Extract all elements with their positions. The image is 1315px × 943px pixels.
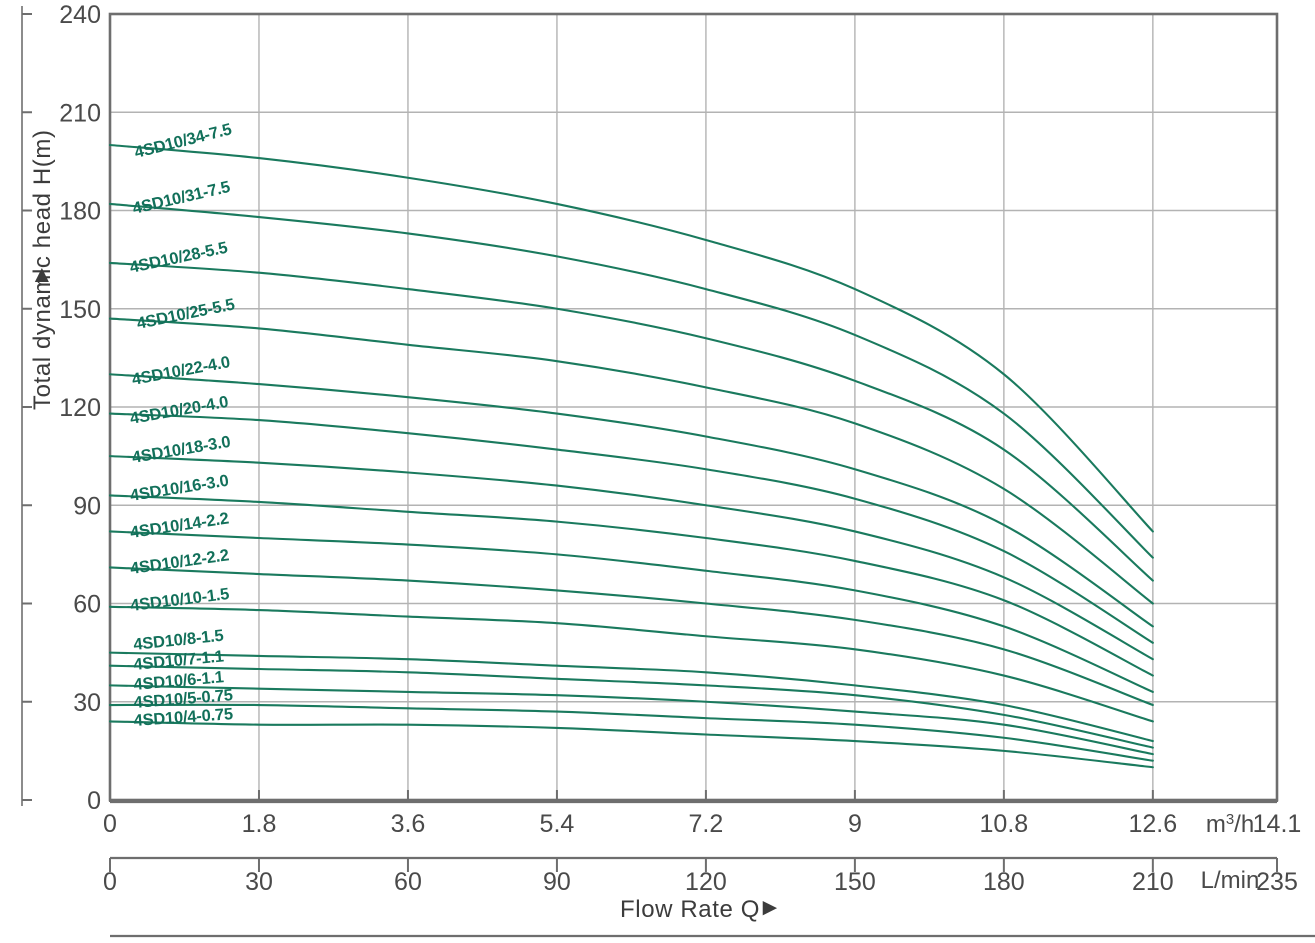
curve-label: 4SD10/12-2.2	[129, 546, 230, 578]
x-tick-label-secondary: 60	[394, 868, 422, 896]
x-tick-label-primary: 7.2	[689, 810, 724, 838]
performance-curve	[108, 143, 1154, 533]
grid-lines	[110, 14, 1277, 800]
x-tick-label-primary: 0	[103, 810, 117, 838]
performance-curve	[108, 202, 1154, 559]
curve-label: 4SD10/22-4.0	[130, 353, 231, 389]
x-tick-label-primary: 5.4	[540, 810, 575, 838]
y-axis-tick-labels: 0 30 60 90 120 150 180 210 240	[22, 1, 101, 815]
performance-curve	[108, 412, 1154, 644]
y-tick-label: 30	[73, 689, 101, 717]
y-tick-label: 240	[59, 1, 101, 29]
y-tick-label: 90	[73, 492, 101, 520]
x-tick-label-primary: 3.6	[391, 810, 426, 838]
performance-curves	[108, 143, 1154, 769]
curve-label: 4SD10/31-7.5	[131, 178, 232, 218]
performance-curve	[108, 373, 1154, 628]
y-tick-label: 210	[59, 99, 101, 127]
x-tick-label-primary: 14.1	[1253, 810, 1302, 838]
x-tick-label-secondary: 90	[543, 868, 571, 896]
curve-label: 4SD10/28-5.5	[128, 239, 229, 277]
x-axis-title: Flow Rate Q	[620, 896, 760, 923]
y-axis-title: Total dynamlc head H(m)	[29, 129, 56, 410]
x-tick-label-primary: 1.8	[242, 810, 277, 838]
secondary-unit-label: L/min	[1201, 867, 1260, 894]
y-tick-label: 120	[59, 394, 101, 422]
x-tick-label-secondary: 235	[1256, 868, 1298, 896]
curve-label: 4SD10/10-1.5	[129, 585, 230, 615]
curve-label-group: 4SD10/34-7.5 4SD10/31-7.5 4SD10/28-5.5 4SD1…	[128, 120, 236, 730]
performance-curve	[108, 530, 1154, 693]
curve-label: 4SD10/34-7.5	[133, 120, 234, 162]
y-tick-label: 0	[87, 787, 101, 815]
performance-curve	[108, 703, 1154, 762]
y-tick-label: 150	[59, 296, 101, 324]
plot-border	[108, 12, 1279, 802]
performance-curve	[108, 720, 1154, 769]
x-tick-label-secondary: 180	[983, 868, 1025, 896]
x-tick-label-primary: 12.6	[1129, 810, 1178, 838]
x-axis-primary-ticks: 0 1.8 3.6 5.4 7.2 9 10.8 12.6 14.1	[103, 790, 1301, 838]
performance-curve	[108, 605, 1154, 723]
performance-curve	[108, 317, 1154, 605]
performance-curve	[108, 455, 1154, 661]
x-tick-label-secondary: 30	[245, 868, 273, 896]
curve-label: 4SD10/20-4.0	[129, 393, 230, 428]
x-axis-arrow-icon: ►	[758, 894, 782, 921]
performance-curve	[108, 664, 1154, 749]
y-tick-label: 180	[59, 198, 101, 226]
x-tick-label-secondary: 150	[834, 868, 876, 896]
y-axis-arrow-icon: ▲	[30, 261, 54, 288]
curve-label: 4SD10/25-5.5	[135, 295, 236, 332]
x-axis-secondary-ticks: 0 30 60 90 120 150 180 210 235	[103, 858, 1298, 896]
x-tick-label-secondary: 210	[1132, 868, 1174, 896]
curve-label: 4SD10/18-3.0	[131, 433, 232, 467]
x-tick-label-secondary: 0	[103, 868, 117, 896]
performance-curve	[108, 684, 1154, 756]
x-tick-label-secondary: 120	[685, 868, 727, 896]
performance-curve	[108, 566, 1154, 707]
x-tick-label-primary: 10.8	[980, 810, 1029, 838]
primary-unit-label: m3/h	[1206, 811, 1254, 838]
performance-curve	[108, 651, 1154, 743]
x-tick-label-primary: 9	[848, 810, 862, 838]
performance-curve	[108, 494, 1154, 677]
performance-curve	[108, 261, 1154, 582]
y-tick-label: 60	[73, 591, 101, 619]
